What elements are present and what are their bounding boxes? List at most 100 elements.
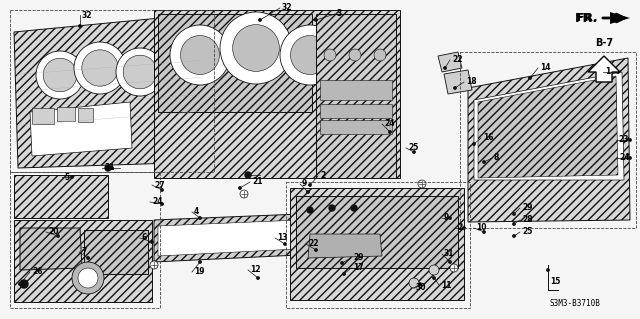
Circle shape <box>454 87 456 89</box>
Circle shape <box>351 205 357 211</box>
Text: 30: 30 <box>416 284 426 293</box>
Polygon shape <box>468 58 630 222</box>
Text: 6: 6 <box>142 234 147 242</box>
Circle shape <box>349 49 361 61</box>
Text: 19: 19 <box>194 268 205 277</box>
Circle shape <box>72 262 104 294</box>
Text: 9: 9 <box>302 180 307 189</box>
Bar <box>320 120 392 134</box>
Text: 10: 10 <box>476 224 486 233</box>
Circle shape <box>199 261 201 263</box>
Circle shape <box>57 235 60 237</box>
Text: 31: 31 <box>444 249 454 258</box>
Polygon shape <box>14 220 152 302</box>
Text: 8: 8 <box>494 153 499 162</box>
Text: 32: 32 <box>282 4 292 12</box>
Text: 9: 9 <box>444 213 449 222</box>
Circle shape <box>232 25 280 71</box>
Circle shape <box>161 203 163 205</box>
Text: 28: 28 <box>522 216 532 225</box>
Text: 32: 32 <box>82 11 93 19</box>
Polygon shape <box>14 14 206 168</box>
Polygon shape <box>610 12 630 24</box>
Polygon shape <box>296 196 458 268</box>
Text: 24: 24 <box>384 120 394 129</box>
Circle shape <box>315 19 317 21</box>
Text: 4: 4 <box>194 207 199 217</box>
Text: 24: 24 <box>152 197 163 206</box>
Circle shape <box>151 241 153 243</box>
Text: 20: 20 <box>48 227 58 236</box>
Text: FR.: FR. <box>575 11 598 25</box>
Circle shape <box>105 165 111 171</box>
Circle shape <box>483 231 485 233</box>
Circle shape <box>44 58 77 92</box>
Circle shape <box>307 191 309 193</box>
Text: 23: 23 <box>618 136 628 145</box>
Circle shape <box>199 217 201 219</box>
Text: 29: 29 <box>353 254 364 263</box>
Circle shape <box>150 261 158 269</box>
Text: 21: 21 <box>104 164 115 173</box>
Text: 18: 18 <box>466 78 477 86</box>
Text: 29: 29 <box>522 204 532 212</box>
Text: 14: 14 <box>540 63 550 72</box>
Text: 26: 26 <box>32 268 42 277</box>
Circle shape <box>307 207 313 213</box>
Circle shape <box>433 277 435 279</box>
Circle shape <box>444 67 446 69</box>
Circle shape <box>280 25 340 85</box>
Circle shape <box>429 265 439 275</box>
Polygon shape <box>30 102 132 156</box>
Circle shape <box>329 205 335 211</box>
Text: 7: 7 <box>81 248 86 256</box>
Circle shape <box>324 49 336 61</box>
Text: 12: 12 <box>250 265 260 275</box>
Polygon shape <box>84 230 148 274</box>
Circle shape <box>419 283 421 285</box>
Circle shape <box>259 19 261 21</box>
Circle shape <box>617 71 620 73</box>
Circle shape <box>239 187 241 189</box>
Text: 22: 22 <box>308 240 319 249</box>
Polygon shape <box>154 210 402 262</box>
Polygon shape <box>474 72 624 180</box>
Circle shape <box>343 273 345 275</box>
Circle shape <box>413 151 415 153</box>
Polygon shape <box>154 10 400 178</box>
Circle shape <box>513 223 515 225</box>
Bar <box>480 108 540 168</box>
Text: 1: 1 <box>605 68 611 77</box>
Circle shape <box>449 217 451 219</box>
Text: 22: 22 <box>452 56 463 64</box>
Circle shape <box>36 51 84 99</box>
Circle shape <box>78 268 98 288</box>
Polygon shape <box>478 76 618 178</box>
Circle shape <box>82 50 118 86</box>
Circle shape <box>547 269 549 271</box>
Text: 13: 13 <box>277 234 287 242</box>
Circle shape <box>170 25 230 85</box>
Circle shape <box>74 42 126 94</box>
Circle shape <box>315 249 317 251</box>
Text: 2: 2 <box>457 224 462 233</box>
Circle shape <box>388 131 391 133</box>
Text: 21: 21 <box>252 177 262 187</box>
Circle shape <box>628 157 631 159</box>
Polygon shape <box>316 14 396 178</box>
Circle shape <box>180 35 220 75</box>
Polygon shape <box>588 56 620 82</box>
Circle shape <box>161 189 163 191</box>
Polygon shape <box>438 52 462 72</box>
Circle shape <box>257 277 259 279</box>
Bar <box>320 80 392 100</box>
Circle shape <box>529 77 531 79</box>
Polygon shape <box>290 188 464 300</box>
Bar <box>320 104 392 118</box>
Text: 5: 5 <box>64 173 69 182</box>
Circle shape <box>463 227 465 229</box>
Circle shape <box>79 25 81 27</box>
Polygon shape <box>20 228 82 270</box>
Circle shape <box>87 257 89 259</box>
Circle shape <box>20 280 28 288</box>
